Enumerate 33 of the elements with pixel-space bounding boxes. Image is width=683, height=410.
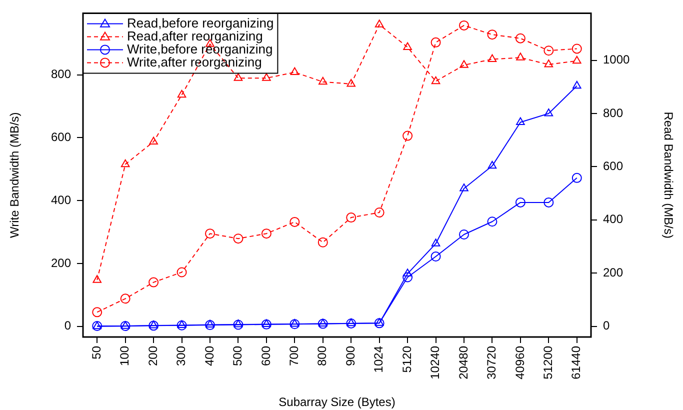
y-axis-title: Write Bandwidth (MB/s) — [8, 112, 22, 238]
y2-tick-label: 400 — [603, 212, 624, 226]
x-tick-label: 61440 — [569, 346, 584, 380]
x-tick-label: 900 — [343, 346, 358, 366]
y2-tick-label: 0 — [603, 318, 610, 333]
y-tick-label: 200 — [50, 256, 72, 270]
x-tick-label: 600 — [258, 346, 273, 366]
x-tick-label: 40960 — [512, 346, 527, 380]
y-tick-label: 0 — [64, 318, 72, 333]
x-tick-label: 51200 — [540, 346, 555, 380]
x-tick-label: 500 — [230, 346, 245, 366]
y-tick-label: 600 — [50, 130, 72, 144]
x-tick-label: 20480 — [456, 346, 470, 380]
y2-axis-title: Read Bandwidth (MB/s) — [661, 112, 676, 238]
x-tick-label: 200 — [146, 346, 160, 366]
x-tick-label: 5120 — [400, 346, 414, 373]
legend-label: Read,before reorganizing — [127, 15, 274, 30]
x-tick-label: 50 — [89, 346, 104, 360]
y-tick-label: 800 — [50, 67, 72, 82]
y-tick-label: 400 — [50, 192, 72, 207]
y2-tick-label: 200 — [603, 265, 624, 280]
x-axis-title: Subarray Size (Bytes) — [278, 395, 396, 410]
x-tick-label: 10240 — [428, 346, 442, 380]
x-tick-label: 30720 — [484, 346, 499, 380]
x-tick-label: 300 — [174, 346, 188, 366]
x-tick-label: 700 — [286, 346, 301, 366]
y2-tick-label: 800 — [603, 106, 624, 120]
x-tick-label: 800 — [315, 346, 330, 366]
x-tick-label: 100 — [118, 346, 132, 366]
y2-tick-label: 600 — [603, 159, 624, 174]
x-tick-label: 400 — [202, 346, 216, 366]
x-tick-label: 1024 — [372, 346, 386, 373]
y2-tick-label: 1000 — [603, 52, 630, 67]
